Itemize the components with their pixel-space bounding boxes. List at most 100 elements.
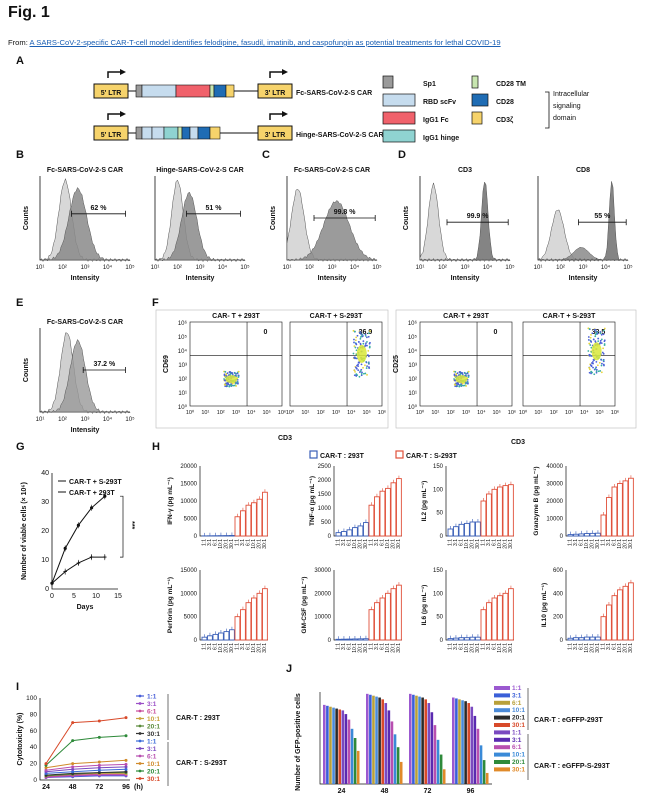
h-x-tick: 1:1 (234, 539, 240, 546)
dot (601, 351, 604, 354)
h-x-tick: 20:1 (223, 643, 229, 653)
j-bar (455, 698, 458, 784)
h-x-tick: 20:1 (390, 539, 396, 549)
dot-plot-3: CAR-T + S-293T 33.5 10⁰ 10¹ 10² 10³ 10⁴ 10⁵ 10⁶ (519, 313, 619, 416)
y-tick: 10⁵ (178, 334, 188, 341)
dot (587, 327, 590, 330)
panel-letter-i: I (16, 681, 19, 693)
dot (362, 372, 365, 375)
h-x-tick: 6:1 (578, 643, 584, 650)
h-x-tick: 30:1 (262, 539, 268, 549)
dot (600, 338, 603, 341)
dot-plot-area (419, 321, 513, 407)
h-y-tick: 200 (553, 615, 564, 621)
h-bar (346, 638, 353, 641)
source-link[interactable]: A SARS-CoV-2-specific CAR-T-cell model i… (29, 38, 501, 47)
h-x-tick: 1:1 (335, 643, 341, 650)
j-legend-label-3: 10:1 (512, 707, 525, 714)
h-bar (589, 636, 596, 641)
dot (601, 362, 603, 365)
h-y-tick: 100 (433, 487, 444, 493)
dot-density-core (591, 342, 602, 361)
h-x-tick: 1:1 (480, 643, 486, 650)
dot (358, 361, 361, 364)
h-x-tick: 10:1 (385, 643, 391, 653)
i-x-tick: 72 (95, 784, 103, 791)
h-x-tick: 1:1 (368, 643, 374, 650)
h-x-tick: 6:1 (491, 539, 497, 546)
h-x-tick: 3:1 (606, 539, 612, 546)
ltr-3-box (257, 125, 293, 141)
j-legend-swatch (494, 686, 510, 690)
h-x-tick: 6:1 (578, 539, 584, 546)
h-bar (335, 532, 342, 537)
g-x-axis-label: Days (77, 604, 94, 611)
x-tick: 10⁴ (218, 264, 228, 271)
i-point (71, 765, 75, 769)
h-x-tick: 3:1 (453, 539, 459, 546)
x-tick: 10⁶ (611, 409, 619, 416)
x-tick: 10⁴ (247, 409, 256, 416)
dot (591, 332, 594, 335)
construct-segment (209, 126, 221, 140)
j-bar (375, 696, 378, 784)
x-tick: 10⁵ (492, 409, 500, 416)
x-tick: 10⁵ (623, 264, 633, 271)
dot (233, 372, 236, 375)
h-bar (251, 597, 257, 641)
dot (590, 370, 593, 373)
i-x-tick: 48 (69, 784, 77, 791)
h-bar (245, 504, 252, 537)
promoter-arrowhead (120, 69, 126, 75)
dot (603, 339, 606, 342)
dot-plot-title: CAR-T + 293T (443, 313, 489, 320)
dot (597, 337, 600, 340)
x-tick: 10¹ (283, 265, 292, 271)
x-tick: 10⁰ (416, 409, 425, 416)
dot (600, 359, 603, 361)
j-legend-swatch (494, 745, 510, 750)
histogram-d2: CD8 55 % 10¹ 10² 10³ 10⁴ 10⁵ Intensity (534, 167, 633, 282)
h-y-tick: 1000 (318, 506, 332, 512)
dot (369, 341, 371, 344)
i-series-line-2 (45, 773, 126, 778)
g-y-tick: 10 (41, 557, 49, 564)
j-legend-label-11: 30:1 (512, 766, 525, 773)
dot (599, 341, 602, 344)
j-bar (461, 700, 464, 784)
h-x-tick: 10:1 (464, 643, 470, 653)
legend-label-3: IgG1 hinge (423, 135, 459, 142)
y-tick: 10⁴ (178, 348, 188, 355)
dot (595, 360, 598, 363)
j-bar (347, 719, 351, 784)
dot-density-core (455, 375, 468, 384)
h-y-axis-label: Perforin (pg mL⁻¹) (167, 577, 174, 633)
x-tick: 10¹ (534, 265, 543, 271)
intracellular-label: domain (553, 115, 576, 122)
j-bar (396, 747, 400, 784)
y-axis-label: Counts (403, 206, 410, 230)
y-axis-label: Counts (23, 358, 30, 382)
i-point (97, 771, 101, 775)
construct-segment (213, 84, 227, 98)
dot (594, 328, 596, 331)
h-bar (368, 504, 375, 537)
dot (590, 372, 592, 375)
dot (353, 341, 355, 344)
i-legend-label-0: 1:1 (147, 693, 157, 700)
x-tick: 10³ (196, 265, 205, 271)
i-legend-label-2: 6:1 (147, 708, 157, 715)
g-x-tick: 5 (72, 593, 76, 600)
i-x-tick: 96 (122, 784, 130, 791)
h-y-tick: 50 (436, 511, 443, 517)
dot (460, 384, 463, 387)
dot (358, 341, 360, 343)
h-bar (497, 486, 503, 537)
dot (599, 331, 602, 333)
j-bar (436, 739, 440, 784)
dot (366, 340, 368, 343)
j-legend-label-8: 6:1 (512, 744, 522, 751)
h-x-tick: 30:1 (396, 539, 402, 549)
